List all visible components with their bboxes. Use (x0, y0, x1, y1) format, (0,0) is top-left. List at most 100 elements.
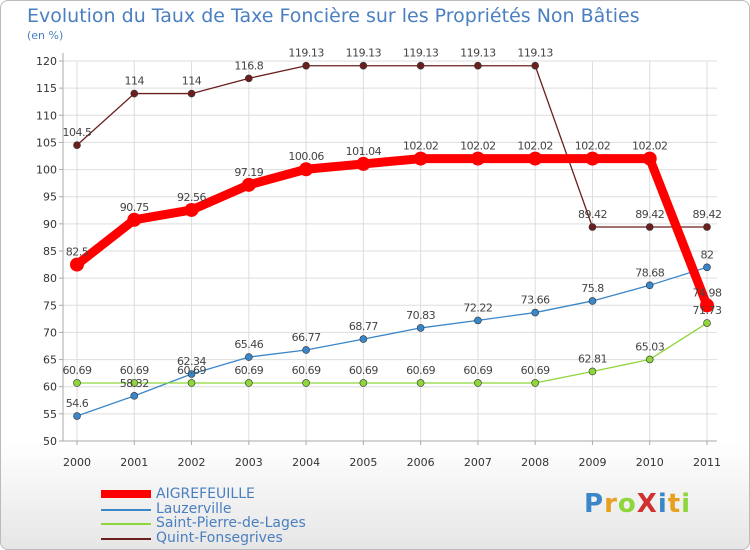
data-label: 60.69 (234, 364, 263, 377)
data-label: 70.83 (406, 309, 435, 322)
data-point (588, 223, 597, 231)
data-label: 60.69 (521, 364, 550, 377)
legend-swatch (101, 523, 151, 525)
data-point (703, 223, 711, 231)
data-label: 75.8 (581, 282, 604, 295)
data-label: 58.32 (120, 377, 149, 390)
data-label: 60.69 (463, 364, 492, 377)
data-label: 54.6 (66, 397, 89, 410)
data-point (245, 74, 253, 83)
data-label: 100.06 (288, 150, 324, 163)
series-line (72, 154, 712, 310)
y-tick-label: 95 (43, 191, 57, 204)
data-point (130, 89, 139, 98)
data-label: 78.68 (635, 266, 664, 279)
data-point (470, 151, 485, 166)
legend-label: Quint-Fonsegrives (156, 530, 283, 546)
data-point (531, 61, 539, 70)
data-label: 62.34 (177, 355, 206, 368)
x-tick-label: 2005 (349, 456, 377, 469)
data-label: 66.77 (292, 331, 321, 344)
data-point (187, 89, 196, 98)
data-label: 68.77 (349, 320, 378, 333)
y-axis-unit: (en %) (27, 29, 64, 42)
data-point (474, 61, 482, 70)
data-label: 89.42 (693, 208, 722, 221)
x-tick-label: 2011 (693, 456, 721, 469)
data-label: 102.02 (460, 140, 496, 153)
data-label: 82 (701, 248, 714, 261)
y-tick-label: 75 (43, 299, 57, 312)
data-point (241, 177, 256, 192)
data-point (299, 162, 314, 177)
y-tick-label: 105 (36, 136, 57, 149)
y-tick-label: 80 (43, 272, 57, 285)
legend-swatch (101, 509, 151, 511)
data-point (359, 61, 368, 70)
data-label: 82.5 (66, 246, 89, 259)
data-point (413, 151, 428, 166)
data-point (73, 141, 81, 149)
x-tick-label: 2010 (636, 456, 664, 469)
legend-label: Saint-Pierre-de-Lages (156, 515, 306, 531)
series-line (76, 322, 708, 384)
data-point (359, 335, 368, 343)
data-label: 102.02 (575, 140, 611, 153)
data-label: 114 (182, 75, 202, 88)
data-label: 62.81 (578, 352, 607, 365)
data-point (645, 281, 654, 290)
data-point (73, 412, 81, 420)
x-tick-label: 2003 (235, 456, 263, 469)
data-label: 97.19 (234, 166, 263, 179)
data-label: 119.13 (346, 47, 382, 60)
data-point (187, 370, 196, 378)
data-point (642, 151, 657, 166)
data-label: 119.13 (517, 47, 553, 60)
data-label: 102.02 (517, 140, 553, 153)
data-point (302, 379, 310, 387)
data-label: 119.13 (288, 47, 324, 60)
data-point (356, 156, 371, 171)
y-tick-label: 100 (36, 164, 57, 177)
data-point (588, 297, 597, 305)
x-tick-label: 2008 (521, 456, 549, 469)
data-label: 92.56 (177, 191, 206, 204)
y-tick-label: 55 (43, 408, 57, 421)
x-tick-label: 2007 (464, 456, 492, 469)
data-label: 60.69 (406, 364, 435, 377)
y-tick-label: 120 (36, 55, 57, 68)
x-tick-label: 2009 (578, 456, 606, 469)
data-label: 89.42 (635, 208, 664, 221)
x-tick-label: 2004 (292, 456, 320, 469)
data-point (245, 379, 253, 387)
data-label: 101.04 (346, 145, 382, 158)
data-label: 60.69 (292, 364, 321, 377)
legend-label: Lauzerville (156, 501, 232, 517)
x-tick-label: 2000 (63, 456, 91, 469)
y-tick-label: 115 (36, 82, 57, 95)
data-point (187, 379, 196, 387)
data-point (359, 379, 368, 387)
data-point (70, 257, 84, 272)
data-point (645, 223, 654, 231)
x-tick-label: 2006 (407, 456, 435, 469)
data-point (588, 367, 597, 376)
legend-swatch (101, 538, 151, 540)
data-label: 60.69 (177, 364, 206, 377)
data-label: 74.98 (693, 286, 722, 299)
data-label: 119.13 (460, 47, 496, 60)
data-point (645, 355, 654, 364)
data-point (184, 202, 199, 217)
data-label: 90.75 (120, 201, 149, 214)
data-label: 73.66 (521, 294, 550, 307)
data-point (302, 346, 310, 354)
y-tick-label: 90 (43, 218, 57, 231)
data-label: 72.22 (463, 301, 492, 314)
data-point (703, 319, 711, 327)
data-point (245, 353, 253, 361)
data-label: 65.46 (234, 338, 263, 351)
data-point (127, 212, 142, 227)
x-tick-label: 2001 (120, 456, 148, 469)
